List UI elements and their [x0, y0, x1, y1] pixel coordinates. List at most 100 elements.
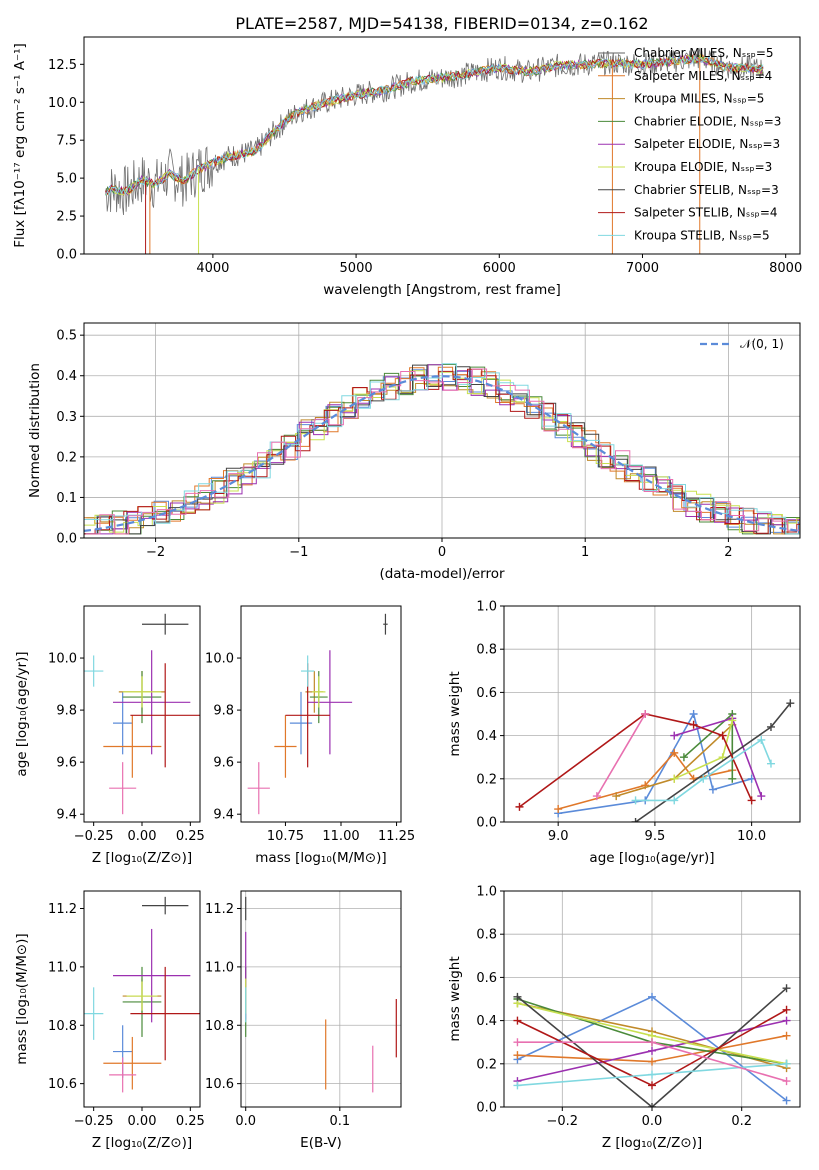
y-tick-label: 7.5 — [56, 134, 77, 149]
x-axis-label: (data-model)/error — [379, 566, 505, 582]
y-tick-label: 0.4 — [476, 729, 497, 744]
series-marker — [670, 731, 679, 740]
x-tick-label: 2 — [724, 545, 732, 560]
series-marker — [631, 796, 640, 805]
chart-title: PLATE=2587, MJD=54138, FIBERID=0134, z=0… — [235, 14, 648, 33]
spectrum-line — [105, 54, 764, 196]
series-marker — [612, 792, 621, 801]
series-marker — [513, 1081, 522, 1090]
legend-label: Chabrier STELIB, Nₛₛₚ=3 — [634, 183, 779, 197]
y-tick-label: 2.5 — [56, 210, 77, 225]
x-axis-label: E(B-V) — [300, 1135, 342, 1151]
y-tick-label: 9.4 — [56, 808, 77, 823]
spectrum-line — [105, 54, 764, 196]
x-tick-label: 0.1 — [329, 1114, 350, 1129]
series-marker — [766, 722, 775, 731]
massweight-vs-Z-panel: −0.2 0.0 0.2 0.0 0.2 0.4 0.6 0.8 1.0 Z [log₁₀(Z/Z… — [447, 885, 801, 1151]
x-tick-label: 9.0 — [548, 829, 569, 844]
x-tick-label: 7000 — [626, 261, 659, 276]
x-tick-label: 1 — [581, 545, 589, 560]
series-line — [635, 702, 791, 822]
series-marker — [782, 1077, 791, 1086]
x-tick-label: 6000 — [483, 261, 516, 276]
axes-frame — [83, 322, 801, 539]
x-tick-label: 4000 — [196, 261, 229, 276]
y-tick-label: 10.0 — [48, 96, 77, 111]
series-marker — [782, 1096, 791, 1105]
series-marker — [689, 720, 698, 729]
series-marker — [592, 792, 601, 801]
series-line — [516, 987, 788, 1107]
series-marker — [648, 992, 656, 1001]
series-line — [596, 713, 646, 797]
x-axis-label: mass [log₁₀(M/M⊙)] — [255, 850, 386, 866]
series-marker — [718, 731, 727, 740]
y-tick-label: 0.3 — [56, 410, 77, 425]
y-tick-label: 10.6 — [205, 1077, 234, 1092]
y-tick-label: 0.2 — [476, 772, 497, 787]
y-tick-label: 11.2 — [205, 902, 234, 917]
y-tick-label: 0.0 — [476, 1101, 497, 1116]
series-marker — [679, 753, 688, 762]
legend-label: Kroupa STELIB, Nₛₛₚ=5 — [634, 228, 770, 242]
y-axis-label: age [log₁₀(age/yr)] — [14, 651, 30, 776]
series-marker — [782, 1016, 791, 1025]
series-marker — [648, 1103, 656, 1107]
x-axis-label: wavelength [Angstrom, rest frame] — [323, 282, 561, 298]
y-axis-label: mass [log₁₀(M/M⊙)] — [14, 933, 30, 1064]
x-axis-label: Z [log₁₀(Z/Z⊙)] — [602, 1135, 702, 1151]
y-tick-label: 10.8 — [48, 1019, 77, 1034]
y-tick-label: 0.4 — [56, 369, 77, 384]
series-marker — [728, 716, 737, 725]
series-marker — [648, 1046, 656, 1055]
x-tick-label: 0.25 — [176, 829, 205, 844]
y-tick-label: 9.4 — [213, 808, 234, 823]
series-marker — [689, 710, 698, 718]
y-tick-label: 0.6 — [476, 686, 497, 701]
legend-label: Salpeter STELIB, Nₛₛₚ=4 — [634, 206, 778, 220]
x-tick-label: −0.2 — [547, 1114, 579, 1129]
plot-area — [247, 613, 388, 815]
y-tick-label: 0.0 — [56, 248, 77, 263]
x-tick-label: 11.00 — [322, 829, 359, 844]
y-axis-label: mass weight — [447, 671, 463, 756]
x-tick-label: 9.5 — [645, 829, 666, 844]
mass-vs-ebv-panel: 0.0 0.1 10.6 10.8 11.0 11.2 E(B-V) — [205, 890, 402, 1151]
series-marker — [631, 818, 640, 822]
x-tick-label: 11.25 — [378, 829, 415, 844]
plot-area — [84, 363, 800, 535]
y-tick-label: 11.0 — [48, 960, 77, 975]
y-tick-label: 0.4 — [476, 1014, 497, 1029]
legend-label: Salpeter ELODIE, Nₛₛₚ=3 — [634, 137, 780, 151]
y-axis-label: mass weight — [447, 956, 463, 1041]
legend-label: 𝒩(0, 1) — [740, 337, 784, 351]
x-tick-label: 8000 — [769, 261, 802, 276]
y-axis-label: Normed distribution — [27, 363, 43, 498]
series-marker — [641, 710, 650, 718]
series-marker — [708, 785, 717, 794]
mass-vs-Z-panel: −0.25 0.00 0.25 10.6 10.8 11.0 11.2 Z [log₁₀(Z/… — [14, 890, 205, 1151]
axes-frame — [83, 36, 801, 255]
legend-label: Salpeter MILES, Nₛₛₚ=4 — [634, 69, 772, 83]
x-axis-label: age [log₁₀(age/yr)] — [589, 850, 714, 866]
y-tick-label: 0.2 — [56, 450, 77, 465]
plot-area — [105, 47, 764, 254]
axes-frame — [240, 605, 402, 823]
series-marker — [513, 992, 522, 1001]
series-marker — [782, 1005, 791, 1014]
series-marker — [782, 1059, 791, 1068]
x-tick-label: −2 — [146, 545, 165, 560]
massweight-vs-age-panel: 9.0 9.5 10.0 0.0 0.2 0.4 0.6 0.8 1.0 age [log₁₀(a… — [447, 600, 801, 866]
legend-label: Chabrier MILES, Nₛₛₚ=5 — [634, 46, 774, 60]
y-tick-label: 9.6 — [56, 756, 77, 771]
series-marker — [728, 774, 737, 783]
axes-frame — [240, 890, 402, 1108]
x-tick-label: 0.00 — [128, 829, 157, 844]
x-tick-label: −1 — [289, 545, 308, 560]
y-tick-label: 0.0 — [476, 816, 497, 831]
x-tick-label: 0 — [438, 545, 446, 560]
legend-label: Chabrier ELODIE, Nₛₛₚ=3 — [634, 114, 781, 128]
series-marker — [670, 796, 679, 805]
series-marker — [786, 699, 795, 708]
